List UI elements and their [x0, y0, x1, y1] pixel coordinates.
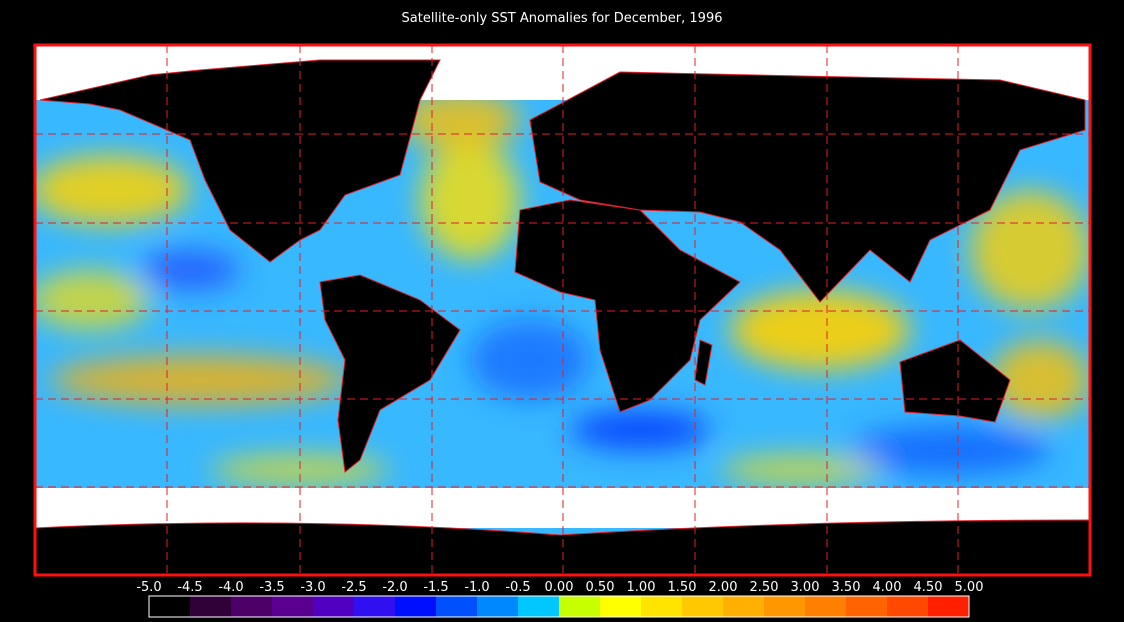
colorbar-label: 5.00 — [955, 580, 984, 595]
colorbar-swatch — [149, 596, 190, 617]
colorbar-swatch — [682, 596, 723, 617]
colorbar-label: 0.00 — [545, 580, 574, 595]
colorbar-swatch — [723, 596, 764, 617]
anomaly-field — [35, 80, 1090, 485]
map-frame — [33, 43, 1092, 577]
colorbar-swatch — [600, 596, 641, 617]
colorbar-label: 3.00 — [791, 580, 820, 595]
colorbar-swatch — [477, 596, 518, 617]
graticule — [35, 45, 1090, 575]
colorbar-swatch — [764, 596, 805, 617]
colorbar-label: -4.0 — [218, 580, 243, 595]
colorbar-label: -3.0 — [300, 580, 325, 595]
colorbar-swatch — [928, 596, 969, 617]
colorbar-swatch — [231, 596, 272, 617]
colorbar-label: -2.5 — [341, 580, 366, 595]
colorbar-label: 4.50 — [914, 580, 943, 595]
colorbar-swatch — [805, 596, 846, 617]
colorbar-swatch — [559, 596, 600, 617]
colorbar-label: -3.5 — [259, 580, 284, 595]
colorbar: -5.0 -4.5 -4.0 -3.5 -3.0 -2.5 -2.0 -1.5 -1.0 -0.5… — [136, 580, 984, 618]
colorbar-swatch — [518, 596, 559, 617]
land — [35, 59, 1090, 575]
colorbar-swatch — [272, 596, 313, 617]
colorbar-label: 2.00 — [709, 580, 738, 595]
colorbar-label: -4.5 — [177, 580, 202, 595]
colorbar-label: -2.0 — [382, 580, 407, 595]
colorbar-swatch — [641, 596, 682, 617]
map-title: Satellite-only SST Anomalies for Decembe… — [402, 11, 723, 26]
colorbar-label: 2.50 — [750, 580, 779, 595]
colorbar-swatch — [354, 596, 395, 617]
colorbar-label: 3.50 — [832, 580, 861, 595]
colorbar-label: 1.00 — [627, 580, 656, 595]
colorbar-swatch — [190, 596, 231, 617]
colorbar-label: -1.5 — [423, 580, 448, 595]
colorbar-swatch — [436, 596, 477, 617]
colorbar-label: -0.5 — [505, 580, 530, 595]
colorbar-frame — [148, 595, 970, 618]
colorbar-swatch — [846, 596, 887, 617]
colorbar-label: 0.50 — [586, 580, 615, 595]
colorbar-label: 1.50 — [668, 580, 697, 595]
colorbar-swatch — [313, 596, 354, 617]
colorbar-label: -5.0 — [136, 580, 161, 595]
colorbar-label: -1.0 — [464, 580, 489, 595]
colorbar-label: 4.00 — [873, 580, 902, 595]
colorbar-swatch — [395, 596, 436, 617]
colorbar-swatch — [887, 596, 928, 617]
map — [35, 45, 1090, 575]
